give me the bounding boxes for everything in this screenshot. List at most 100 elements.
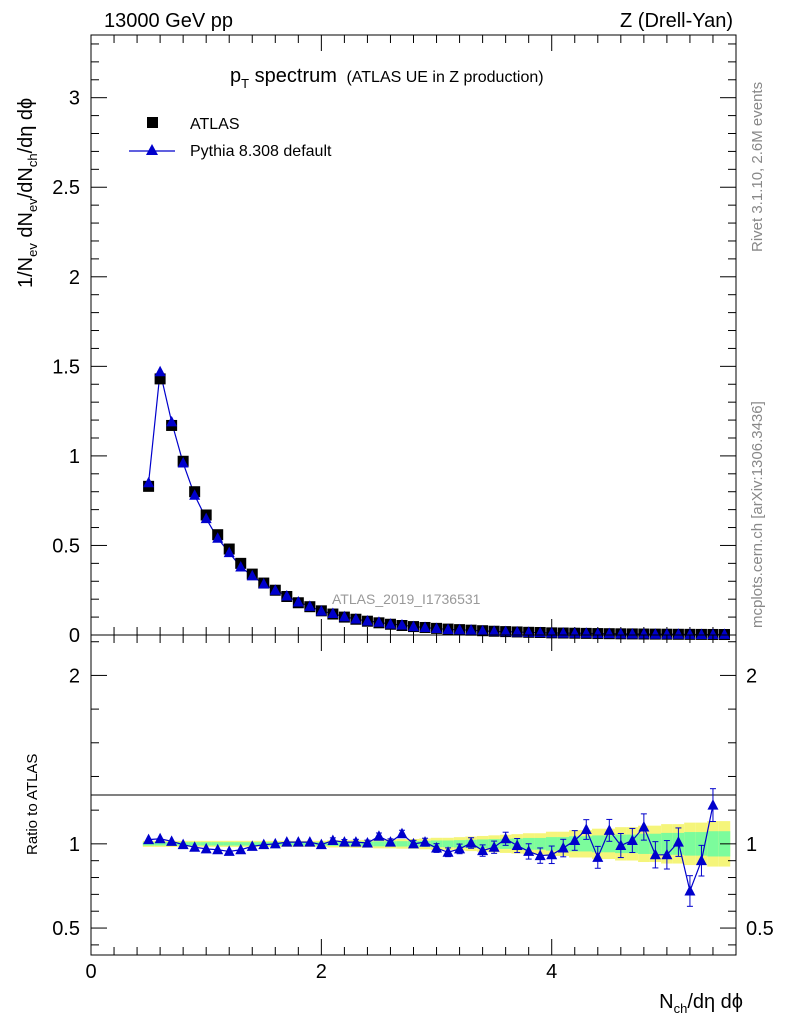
x-axis-label: Nch/dη dϕ xyxy=(659,991,743,1016)
band-inner-bin xyxy=(603,835,616,853)
pythia-point xyxy=(373,616,385,627)
plot-title-sub: T xyxy=(241,76,249,91)
ratio-point xyxy=(649,848,661,860)
legend: ATLAS Pythia 8.308 default xyxy=(129,116,332,160)
ratio-point xyxy=(143,833,155,845)
pythia-point xyxy=(707,628,719,640)
ratio-point xyxy=(523,845,535,856)
ratio-point xyxy=(465,837,477,848)
pythia-point xyxy=(500,625,512,637)
pythia-point xyxy=(269,584,281,595)
ratio-point xyxy=(223,845,235,856)
band-inner-bin xyxy=(154,842,166,846)
pythia-point xyxy=(684,628,696,639)
ratio-point xyxy=(396,827,408,839)
band-inner-bin xyxy=(534,837,546,850)
pythia-point xyxy=(396,618,408,630)
band-inner-bin xyxy=(476,839,489,849)
pythia-point xyxy=(442,623,454,634)
pythia-point xyxy=(454,623,466,635)
pythia-point xyxy=(177,457,189,468)
pythia-point xyxy=(189,489,201,500)
band-inner-bin xyxy=(396,841,408,847)
ratio-point xyxy=(235,843,247,855)
pythia-point xyxy=(638,627,650,639)
band-inner-bin xyxy=(684,832,696,856)
pythia-point xyxy=(258,577,270,589)
ratio-y-tick-label: 0.5 xyxy=(52,918,80,940)
pythia-point xyxy=(212,532,224,543)
ratio-point xyxy=(534,849,546,861)
ratio-point xyxy=(361,837,373,848)
ratio-point xyxy=(431,842,443,853)
ratio-point xyxy=(615,839,627,851)
rivet-version-label: Rivet 3.1.10, 2.6M events xyxy=(749,82,766,252)
pythia-point xyxy=(661,628,673,639)
ratio-point xyxy=(258,838,270,850)
ratio-point xyxy=(189,841,201,852)
plot-title-rest: spectrum xyxy=(249,65,337,87)
ratio-point xyxy=(212,843,224,855)
ratio-point xyxy=(338,836,350,847)
mcplots-label: mcplots.cern.ch [arXiv:1306.3436] xyxy=(749,401,766,628)
pythia-point xyxy=(649,628,661,639)
ratio-point xyxy=(442,846,454,857)
ratio-axis-ticks: 0.5 0.5 1 1 2 2 xyxy=(52,635,774,955)
atlas-point xyxy=(154,373,166,385)
main-ylabel: 1/Nev dNev/dNch/dη dϕ xyxy=(15,98,40,288)
pythia-point xyxy=(384,618,396,629)
pythia-point xyxy=(200,512,212,524)
legend-pythia-marker xyxy=(146,144,158,155)
band-inner-bin xyxy=(223,842,235,846)
ratio-point xyxy=(177,838,189,850)
ratio-point xyxy=(373,830,385,841)
analysis-label: ATLAS_2019_I1736531 xyxy=(332,591,481,607)
pythia-point xyxy=(246,569,258,581)
main-panel-frame xyxy=(90,34,737,636)
band-inner-bin xyxy=(707,831,719,857)
pythia-point xyxy=(350,613,362,624)
ratio-point xyxy=(419,836,431,847)
pythia-point xyxy=(361,615,373,626)
pythia-point xyxy=(431,622,443,634)
pythia-point xyxy=(523,626,535,637)
main-y-tick-label: 0 xyxy=(69,625,80,647)
pythia-point xyxy=(223,546,235,558)
pythia-point xyxy=(626,627,638,639)
pythia-point xyxy=(292,596,304,607)
ratio-point xyxy=(200,842,212,854)
plot-title-small: (ATLAS UE in Z production) xyxy=(346,69,543,86)
ratio-y-tick-label-right: 0.5 xyxy=(746,918,774,940)
band-inner-bin xyxy=(373,841,385,847)
ratio-point xyxy=(603,824,615,835)
pythia-point xyxy=(695,628,707,640)
legend-atlas-marker xyxy=(147,117,158,128)
plot-title: pT spectrum (ATLAS UE in Z production) xyxy=(230,65,544,91)
main-y-tick-label: 2 xyxy=(69,267,80,289)
band-inner-bin xyxy=(580,836,593,852)
pythia-point xyxy=(315,605,327,616)
ratio-point xyxy=(661,848,673,860)
main-y-tick-label: 0.5 xyxy=(52,535,80,557)
ratio-point xyxy=(511,839,523,851)
ratio-point xyxy=(638,821,650,832)
x-tick-label: 4 xyxy=(546,961,557,983)
pythia-point xyxy=(488,625,500,636)
ratio-point xyxy=(384,836,396,847)
ratio-point xyxy=(292,836,304,847)
pythia-point xyxy=(235,560,247,572)
header-collision-label: 13000 GeV pp xyxy=(104,10,233,32)
ratio-point xyxy=(707,799,719,810)
ratio-point xyxy=(454,842,466,854)
x-tick-label: 0 xyxy=(85,961,96,983)
legend-pythia-label: Pythia 8.308 default xyxy=(190,143,332,160)
pythia-point xyxy=(465,624,477,635)
ratio-ylabel: Ratio to ATLAS xyxy=(24,754,41,855)
main-y-tick-label: 3 xyxy=(69,88,80,110)
ratio-point xyxy=(684,885,696,896)
pythia-point xyxy=(408,620,419,632)
ratio-point xyxy=(557,842,569,853)
pythia-point xyxy=(615,627,627,639)
main-y-tick-label: 2.5 xyxy=(52,177,80,199)
